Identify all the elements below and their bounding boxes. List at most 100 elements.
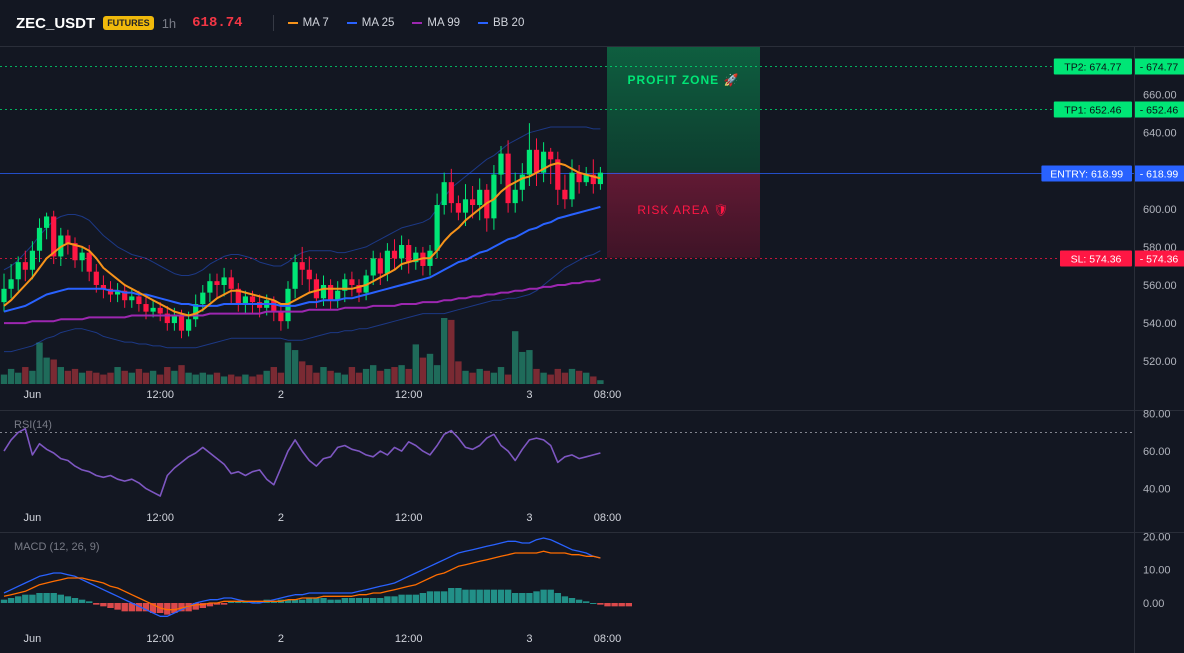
- volume-bar: [554, 368, 561, 384]
- ma99-swatch-icon: [412, 22, 423, 24]
- macd-histogram-bar: [611, 603, 618, 607]
- timeframe-label[interactable]: 1h: [161, 15, 177, 31]
- candle-body: [512, 189, 518, 204]
- volume-bar: [29, 370, 36, 384]
- volume-bar: [291, 350, 299, 384]
- macd-histogram-bar: [142, 603, 150, 612]
- candle-body: [22, 262, 28, 270]
- bb20-swatch-icon: [478, 22, 489, 24]
- macd-histogram-bar: [405, 594, 412, 603]
- candle-body: [335, 290, 341, 301]
- macd-histogram-bar: [391, 596, 398, 603]
- legend-ma7[interactable]: MA 7: [287, 17, 329, 29]
- volume-bar: [178, 365, 185, 384]
- candle-body: [342, 279, 348, 291]
- volume-bar: [114, 367, 121, 384]
- y-tick-label: 520.00: [1143, 356, 1177, 368]
- volume-bar: [362, 368, 370, 384]
- candle-body: [377, 258, 383, 274]
- macd-histogram-bar: [235, 601, 242, 603]
- volume-bar: [583, 372, 590, 384]
- volume-bar: [469, 372, 476, 384]
- candle-body: [271, 300, 277, 312]
- macd-histogram-bar: [100, 603, 107, 607]
- macd-histogram-bar: [57, 594, 64, 603]
- macd-histogram-bar: [483, 589, 490, 603]
- candle-body: [356, 284, 362, 293]
- x-tick-label-main: Jun: [24, 389, 42, 401]
- candle-body: [306, 269, 312, 280]
- x-tick-label-macd: 3: [526, 633, 532, 645]
- macd-histogram-bar: [370, 598, 377, 603]
- legend-ma25[interactable]: MA 25: [346, 17, 394, 29]
- y-tick-label: 640.00: [1143, 128, 1177, 140]
- volume-bar: [448, 319, 455, 384]
- candle-body: [136, 296, 142, 305]
- macd-histogram-bar: [433, 591, 441, 603]
- macd-y-tick-label: 20.00: [1143, 531, 1171, 543]
- bb-lower-line: [4, 250, 601, 353]
- candle-body: [477, 189, 483, 206]
- volume-bar: [228, 374, 235, 384]
- volume-bar: [561, 372, 569, 384]
- candle-body: [207, 281, 213, 293]
- candle-body: [455, 203, 461, 213]
- macd-histogram-bar: [341, 598, 348, 603]
- macd-histogram-bar: [220, 603, 228, 605]
- volume-bar: [142, 372, 150, 384]
- candle-body: [242, 296, 248, 305]
- volume-bar: [277, 372, 285, 384]
- volume-bar: [512, 331, 519, 384]
- legend-bb20[interactable]: BB 20: [478, 17, 524, 29]
- macd-histogram-bar: [93, 603, 100, 605]
- candle-body: [93, 271, 99, 285]
- volume-bar: [455, 361, 462, 384]
- macd-histogram-bar: [384, 596, 391, 603]
- candle-body: [569, 172, 575, 200]
- candle-body: [86, 252, 92, 272]
- candle-body: [555, 159, 561, 190]
- volume-bar: [490, 372, 498, 384]
- candle-body: [122, 290, 128, 301]
- macd-histogram-bar: [313, 598, 320, 603]
- macd-histogram-bar: [497, 589, 505, 603]
- macd-histogram-bar: [306, 598, 313, 603]
- y-tick-label: 540.00: [1143, 318, 1177, 330]
- macd-histogram-bar: [426, 591, 434, 603]
- candle-body: [349, 279, 355, 285]
- candle-body: [576, 172, 582, 183]
- volume-bar: [249, 376, 256, 384]
- macd-histogram-bar: [561, 596, 569, 603]
- symbol-name[interactable]: ZEC_USDT: [16, 14, 96, 32]
- volume-bar: [398, 365, 405, 384]
- macd-histogram-bar: [512, 593, 519, 603]
- candle-body: [526, 149, 532, 175]
- ma7-swatch-icon: [287, 22, 298, 24]
- candle-body: [79, 252, 85, 261]
- volume-bar: [270, 367, 277, 384]
- candle-body: [370, 258, 376, 276]
- volume-bar: [121, 370, 128, 384]
- candle-body: [491, 174, 497, 219]
- level-tag-3: [1060, 250, 1132, 267]
- volume-bar: [157, 374, 164, 384]
- candle-body: [164, 313, 170, 324]
- rsi-y-tick-label: 60.00: [1143, 446, 1171, 458]
- profit-zone-label: PROFIT ZONE 🚀: [628, 73, 740, 87]
- macd-histogram-bar: [213, 603, 221, 605]
- legend-ma99[interactable]: MA 99: [412, 17, 460, 29]
- macd-histogram-bar: [228, 601, 235, 603]
- candle-body: [548, 151, 554, 160]
- macd-histogram-bar: [171, 603, 178, 613]
- volume-bar: [597, 380, 604, 384]
- volume-bar: [235, 376, 242, 384]
- macd-histogram-bar: [362, 598, 370, 603]
- macd-histogram-bar: [355, 598, 363, 603]
- volume-bar: [299, 361, 306, 384]
- rsi-line: [3, 427, 601, 497]
- level-price-label-0: - 674.77: [1140, 62, 1179, 74]
- candle-body: [157, 307, 163, 314]
- legend-ma7-label: MA 7: [302, 17, 329, 29]
- legend-bb20-label: BB 20: [493, 17, 525, 29]
